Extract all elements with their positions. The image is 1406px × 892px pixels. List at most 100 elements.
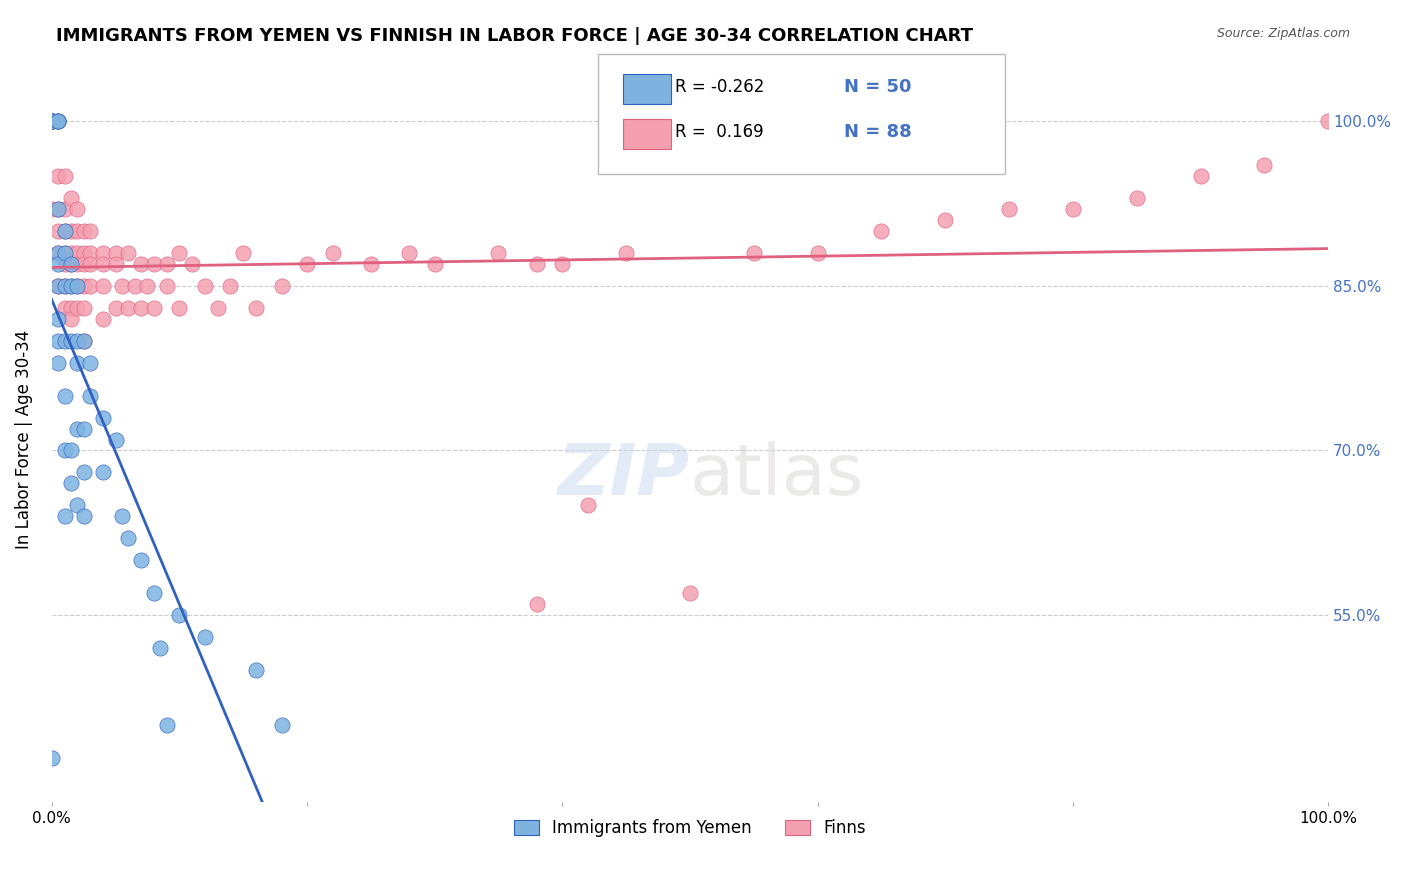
Point [66,224,89,238]
Point [46,279,69,293]
Point [270,279,292,293]
Point [488,246,510,260]
Point [117,301,139,315]
Point [41,750,63,764]
Point [79,257,101,271]
Point [53,202,76,216]
Point [59,246,82,260]
Point [1253,158,1275,172]
Point [142,257,165,271]
Point [53,279,76,293]
Point [66,421,89,435]
Point [46,311,69,326]
Point [66,202,89,216]
Point [73,279,96,293]
Point [66,499,89,513]
Point [111,509,134,524]
Point [169,246,191,260]
Point [53,224,76,238]
Point [998,202,1021,216]
Point [156,279,179,293]
Point [149,640,172,655]
Point [295,257,318,271]
Point [59,334,82,348]
Point [245,663,267,677]
Point [679,586,702,600]
Point [46,114,69,128]
Point [91,410,114,425]
Point [576,499,599,513]
Point [526,257,548,271]
Point [53,169,76,184]
Point [104,433,127,447]
Point [46,114,69,128]
Point [79,279,101,293]
Point [79,356,101,370]
Point [46,279,69,293]
Point [1062,202,1084,216]
Point [73,466,96,480]
Point [129,301,152,315]
Point [526,597,548,611]
Point [551,257,574,271]
Point [169,608,191,623]
Point [46,169,69,184]
Point [104,257,127,271]
Text: atlas: atlas [690,442,865,510]
Point [59,443,82,458]
Point [270,718,292,732]
Point [1125,191,1147,205]
Point [934,213,956,227]
Point [41,114,63,128]
Point [59,311,82,326]
Point [59,279,82,293]
Point [73,257,96,271]
Point [79,389,101,403]
Point [219,279,242,293]
Point [59,257,82,271]
Point [46,224,69,238]
Point [53,279,76,293]
Point [59,224,82,238]
Point [53,334,76,348]
Point [59,476,82,491]
Point [124,279,146,293]
Point [53,443,76,458]
Point [46,334,69,348]
Point [73,509,96,524]
Point [46,114,69,128]
Text: N = 88: N = 88 [844,123,911,141]
Point [742,246,765,260]
Point [181,257,204,271]
Legend: Immigrants from Yemen, Finns: Immigrants from Yemen, Finns [508,813,873,844]
Point [142,586,165,600]
Point [73,224,96,238]
Point [91,311,114,326]
Point [53,389,76,403]
Point [46,246,69,260]
Point [66,279,89,293]
Point [79,224,101,238]
Point [1189,169,1212,184]
Point [136,279,159,293]
Point [398,246,420,260]
Text: IMMIGRANTS FROM YEMEN VS FINNISH IN LABOR FORCE | AGE 30-34 CORRELATION CHART: IMMIGRANTS FROM YEMEN VS FINNISH IN LABO… [56,27,973,45]
Point [41,114,63,128]
Point [91,257,114,271]
Point [111,279,134,293]
Point [66,246,89,260]
Point [73,246,96,260]
Point [91,279,114,293]
Point [73,421,96,435]
Point [73,334,96,348]
Point [194,630,217,644]
Text: N = 50: N = 50 [844,78,911,96]
Point [73,334,96,348]
Point [66,356,89,370]
Point [322,246,344,260]
Point [117,246,139,260]
Y-axis label: In Labor Force | Age 30-34: In Labor Force | Age 30-34 [15,330,32,549]
Point [53,257,76,271]
Point [66,301,89,315]
Point [41,114,63,128]
